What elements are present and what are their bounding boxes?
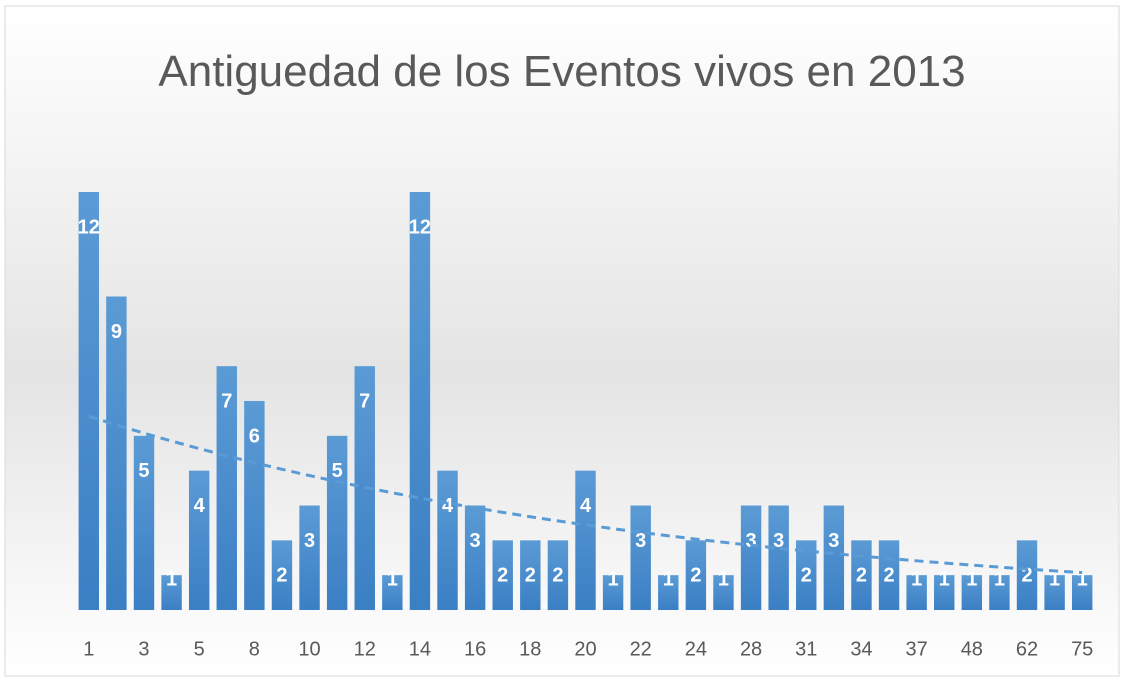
data-label: 4 bbox=[194, 495, 206, 517]
bar bbox=[685, 540, 707, 610]
bar bbox=[1044, 575, 1065, 610]
bar bbox=[575, 470, 596, 610]
x-tick-label: 18 bbox=[519, 638, 541, 660]
x-tick-label: 62 bbox=[1016, 638, 1038, 660]
bar bbox=[409, 192, 431, 610]
data-label: 3 bbox=[746, 530, 757, 552]
data-label: 5 bbox=[138, 460, 149, 482]
data-label: 2 bbox=[856, 565, 867, 587]
bar bbox=[78, 192, 100, 610]
x-tick-label: 28 bbox=[740, 638, 762, 660]
bar bbox=[464, 505, 486, 610]
bar bbox=[602, 575, 624, 610]
bar bbox=[851, 540, 872, 610]
x-tick-label: 22 bbox=[630, 638, 652, 660]
data-label: 3 bbox=[304, 530, 315, 552]
data-label: 9 bbox=[111, 321, 122, 343]
data-label: 12 bbox=[78, 216, 100, 238]
data-label: 1 bbox=[911, 568, 922, 590]
data-label: 2 bbox=[276, 565, 287, 587]
data-label: 7 bbox=[221, 390, 232, 412]
x-tick-label: 34 bbox=[850, 638, 872, 660]
data-label: 2 bbox=[801, 565, 812, 587]
bar bbox=[492, 540, 513, 610]
data-label: 2 bbox=[1021, 565, 1032, 587]
bar bbox=[630, 505, 651, 610]
data-label: 1 bbox=[387, 568, 398, 590]
data-label: 12 bbox=[409, 216, 431, 238]
data-label: 1 bbox=[608, 568, 619, 590]
data-label: 2 bbox=[497, 565, 508, 587]
x-tick-label: 10 bbox=[298, 638, 320, 660]
bar bbox=[934, 575, 955, 610]
data-label: 6 bbox=[249, 425, 260, 447]
data-label: 2 bbox=[883, 565, 894, 587]
data-label: 5 bbox=[332, 460, 343, 482]
data-label: 7 bbox=[359, 390, 370, 412]
data-label: 1 bbox=[994, 568, 1005, 590]
bar bbox=[520, 540, 541, 610]
bar bbox=[326, 435, 348, 610]
data-label: 2 bbox=[525, 565, 536, 587]
data-label: 4 bbox=[442, 495, 454, 517]
data-label: 2 bbox=[552, 565, 563, 587]
bar bbox=[961, 575, 983, 610]
bar bbox=[768, 505, 789, 610]
data-label: 4 bbox=[580, 495, 592, 517]
bar bbox=[878, 540, 900, 610]
data-label: 1 bbox=[1077, 568, 1088, 590]
bar bbox=[1071, 575, 1093, 610]
bar bbox=[188, 470, 210, 610]
x-tick-label: 31 bbox=[795, 638, 817, 660]
data-label: 2 bbox=[690, 565, 701, 587]
bar bbox=[796, 540, 817, 610]
bar bbox=[271, 540, 293, 610]
bar bbox=[106, 296, 127, 610]
data-label: 3 bbox=[828, 530, 839, 552]
x-tick-label: 16 bbox=[464, 638, 486, 660]
chart-title: Antiguedad de los Eventos vivos en 2013 bbox=[158, 47, 966, 96]
bar bbox=[823, 505, 845, 610]
x-tick-label: 14 bbox=[409, 638, 431, 660]
data-label: 3 bbox=[635, 530, 646, 552]
x-tick-label: 24 bbox=[685, 638, 707, 660]
data-label: 1 bbox=[1049, 568, 1060, 590]
bar bbox=[740, 505, 762, 610]
x-tick-label: 37 bbox=[906, 638, 928, 660]
trendline bbox=[88, 414, 1083, 575]
bar bbox=[989, 575, 1010, 610]
bar bbox=[216, 366, 237, 610]
x-tick-label: 48 bbox=[961, 638, 983, 660]
x-tick-label: 75 bbox=[1071, 638, 1093, 660]
bar bbox=[382, 575, 403, 610]
data-label: 1 bbox=[166, 568, 177, 590]
bar bbox=[713, 575, 734, 610]
data-label: 1 bbox=[939, 568, 950, 590]
bar bbox=[1016, 540, 1038, 610]
x-tick-label: 1 bbox=[83, 638, 94, 660]
bar bbox=[437, 470, 458, 610]
bar bbox=[658, 575, 679, 610]
data-label: 3 bbox=[773, 530, 784, 552]
bar bbox=[244, 401, 265, 610]
x-tick-label: 3 bbox=[138, 638, 149, 660]
x-tick-label: 5 bbox=[194, 638, 205, 660]
data-label: 1 bbox=[663, 568, 674, 590]
x-tick-label: 20 bbox=[574, 638, 596, 660]
bar bbox=[133, 435, 155, 610]
data-label: 1 bbox=[966, 568, 977, 590]
data-label: 3 bbox=[470, 530, 481, 552]
bar bbox=[906, 575, 927, 610]
data-label: 1 bbox=[718, 568, 729, 590]
bar bbox=[299, 505, 320, 610]
x-tick-label: 8 bbox=[249, 638, 260, 660]
bar bbox=[161, 575, 182, 610]
bar bbox=[547, 540, 569, 610]
x-tick-label: 12 bbox=[354, 638, 376, 660]
